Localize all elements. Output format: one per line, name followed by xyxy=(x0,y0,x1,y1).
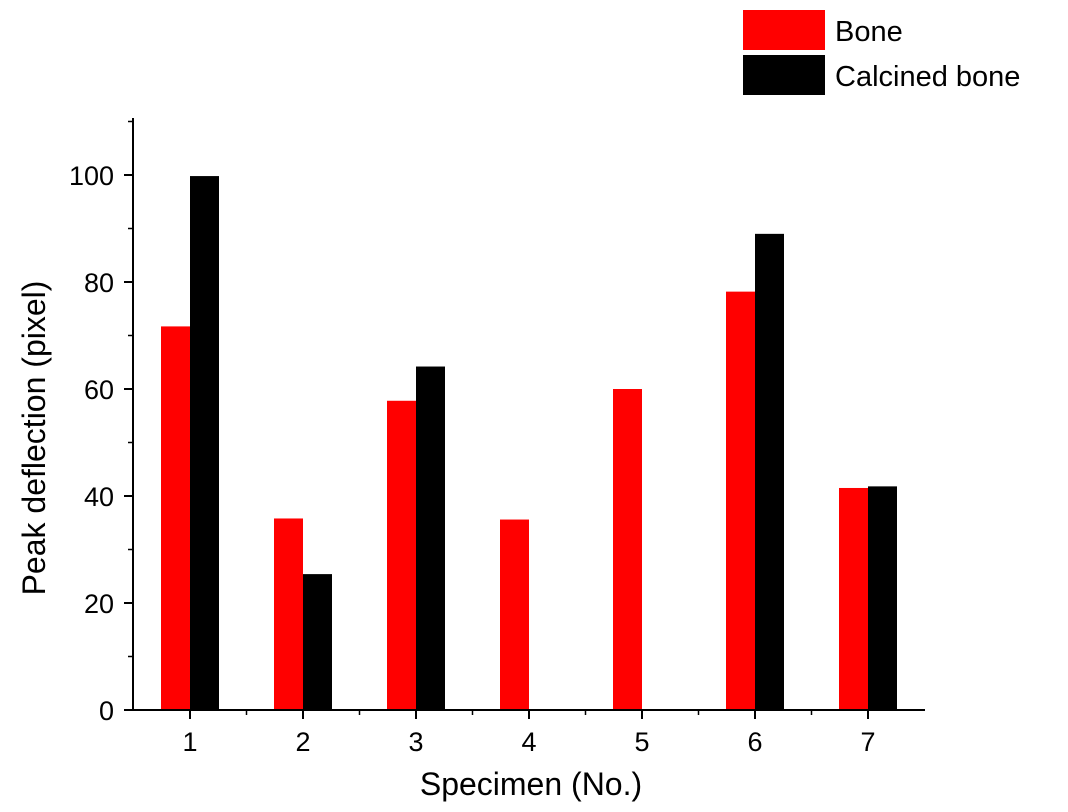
bar-bone-3 xyxy=(387,400,416,710)
bar-calcined-bone-2 xyxy=(303,574,332,710)
bar-bone-6 xyxy=(726,291,755,710)
y-tick-label: 40 xyxy=(84,482,114,512)
bar-calcined-bone-6 xyxy=(755,233,784,710)
x-tick-label: 4 xyxy=(521,727,536,757)
x-tick-label: 1 xyxy=(182,727,197,757)
bar-bone-1 xyxy=(161,326,190,710)
y-tick-label: 20 xyxy=(84,589,114,619)
x-tick-label: 2 xyxy=(295,727,310,757)
bar-calcined-bone-1 xyxy=(190,176,219,710)
bar-bone-2 xyxy=(274,518,303,710)
x-tick-label: 6 xyxy=(747,727,762,757)
bar-calcined-bone-7 xyxy=(868,486,897,710)
x-ticks-layer: 1 2 3 4 5 6 7 xyxy=(182,710,876,757)
x-tick-label: 7 xyxy=(860,727,875,757)
bar-bone-5 xyxy=(613,389,642,710)
legend: Bone Calcined bone xyxy=(743,10,1020,95)
bar-bone-7 xyxy=(839,487,868,710)
legend-swatch-calcined-bone xyxy=(743,55,825,95)
y-tick-label: 0 xyxy=(99,696,114,726)
legend-label-calcined-bone: Calcined bone xyxy=(835,61,1020,93)
x-tick-label: 5 xyxy=(634,727,649,757)
y-tick-label: 100 xyxy=(69,161,114,191)
y-axis-title: Peak deflection (pixel) xyxy=(16,281,52,596)
legend-swatch-bone xyxy=(743,10,825,50)
x-tick-label: 3 xyxy=(408,727,423,757)
x-axis-title: Specimen (No.) xyxy=(420,766,642,802)
bar-calcined-bone-3 xyxy=(416,366,445,710)
y-ticks-layer: 0 20 40 60 80 100 xyxy=(69,120,133,726)
bar-bone-4 xyxy=(500,519,529,710)
legend-label-bone: Bone xyxy=(835,16,903,48)
y-tick-label: 80 xyxy=(84,268,114,298)
y-tick-label: 60 xyxy=(84,375,114,405)
bars-layer xyxy=(161,176,897,710)
